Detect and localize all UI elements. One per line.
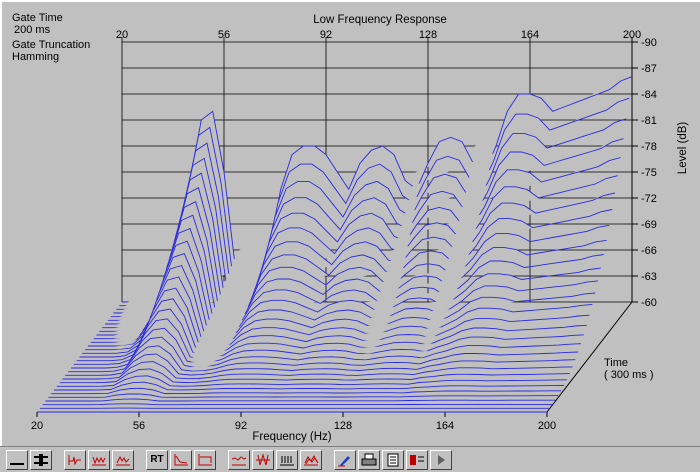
rt-label: RT bbox=[150, 454, 164, 465]
y-tick-label: -63 bbox=[641, 271, 657, 283]
frequency-button[interactable] bbox=[228, 449, 250, 470]
schroeder-icon bbox=[198, 453, 212, 465]
x-axis-label: Frequency (Hz) bbox=[252, 431, 331, 443]
waterfall-chart: Gate Time 200 ms Gate Truncation Hamming… bbox=[12, 12, 689, 443]
schroeder-button[interactable] bbox=[194, 449, 216, 470]
waterfall-slice bbox=[99, 224, 610, 332]
print-button[interactable] bbox=[358, 449, 380, 470]
waterfall-slice bbox=[93, 253, 604, 340]
chart-labels: Gate Time 200 ms Gate Truncation Hamming… bbox=[12, 12, 689, 443]
waterfall-slice bbox=[73, 327, 584, 365]
split-icon bbox=[34, 453, 48, 466]
frequency-icon bbox=[231, 455, 247, 465]
y-tick-label: -60 bbox=[641, 297, 657, 309]
gate-truncation-value: Hamming bbox=[12, 51, 59, 63]
waterfall-slice bbox=[90, 264, 601, 343]
y-tick-label: -81 bbox=[641, 115, 657, 127]
waterfall-slice bbox=[85, 287, 596, 351]
chart-title: Low Frequency Response bbox=[313, 14, 447, 26]
waterfall-icon bbox=[304, 454, 319, 465]
waterfall-slice bbox=[116, 118, 627, 310]
x-tick-label: 20 bbox=[31, 420, 43, 432]
x-tick-label: 164 bbox=[436, 420, 454, 432]
phase-button[interactable] bbox=[252, 449, 274, 470]
play-button[interactable] bbox=[430, 449, 452, 470]
waterfall-slice bbox=[42, 403, 553, 406]
waterfall-plot-area: Gate Time 200 ms Gate Truncation Hamming… bbox=[0, 0, 700, 446]
document-icon bbox=[387, 453, 399, 466]
document-button[interactable] bbox=[382, 449, 404, 470]
waterfall-slice bbox=[51, 387, 562, 395]
decay-icon bbox=[174, 453, 188, 465]
waterfall-slice bbox=[48, 393, 559, 398]
gate-time-value: 200 ms bbox=[14, 24, 51, 36]
impulse-icon bbox=[68, 454, 81, 466]
waterfall-slice bbox=[96, 239, 607, 336]
waterfall-slice bbox=[88, 276, 599, 347]
y-tick-label: -75 bbox=[641, 167, 657, 179]
overlay-button[interactable] bbox=[406, 449, 428, 470]
waterfall-slice bbox=[59, 368, 570, 384]
x-tick-label-top: 200 bbox=[623, 29, 641, 41]
phase-icon bbox=[256, 452, 270, 465]
y-tick-label: -84 bbox=[641, 89, 657, 101]
waterfall-slice bbox=[45, 398, 556, 402]
layout-button[interactable] bbox=[6, 449, 28, 470]
step-response-button[interactable] bbox=[112, 449, 134, 470]
waterfall-slice bbox=[82, 298, 593, 354]
play-icon bbox=[438, 454, 445, 465]
toolbar: RT bbox=[0, 446, 700, 472]
x-tick-label-top: 20 bbox=[116, 29, 128, 41]
waterfall-slice bbox=[107, 175, 618, 321]
waterfall-slice bbox=[71, 336, 582, 369]
group-delay-icon bbox=[280, 455, 294, 465]
step-response-icon bbox=[116, 455, 130, 465]
impulse-button[interactable] bbox=[64, 449, 86, 470]
gate-truncation-label: Gate Truncation bbox=[12, 39, 90, 51]
time-axis-label: Time bbox=[604, 357, 628, 369]
x-tick-label-top: 164 bbox=[521, 29, 539, 41]
waterfall-slice bbox=[68, 345, 579, 373]
printer-icon bbox=[361, 453, 377, 465]
energy-time-icon bbox=[92, 456, 106, 465]
split-button[interactable] bbox=[30, 449, 52, 470]
waterfall-slice bbox=[76, 318, 587, 362]
y-tick-label: -72 bbox=[641, 193, 657, 205]
waterfall-slice bbox=[79, 308, 590, 358]
waterfall-slice bbox=[54, 381, 565, 391]
gate-time-label: Gate Time bbox=[12, 12, 63, 24]
x-tick-label-top: 56 bbox=[218, 29, 230, 41]
y-axis-label: Level (dB) bbox=[677, 122, 689, 175]
time-axis-line bbox=[546, 301, 633, 413]
y-tick-label: -87 bbox=[641, 63, 657, 75]
y-tick-label: -69 bbox=[641, 219, 657, 231]
waterfall-button[interactable] bbox=[300, 449, 322, 470]
x-tick-label-top: 92 bbox=[320, 29, 332, 41]
chart-ticks: -90 -87 -84 -81 -78 -75 -72 -69 -66 -63 -60 20 56 92 1… bbox=[31, 29, 657, 432]
waterfall-slice bbox=[62, 361, 573, 380]
waterfall-slice bbox=[56, 375, 567, 387]
x-tick-label: 92 bbox=[235, 420, 247, 432]
group-delay-button[interactable] bbox=[276, 449, 298, 470]
layout-icon bbox=[10, 462, 24, 465]
pencil-icon bbox=[338, 455, 350, 466]
overlay-icon bbox=[410, 454, 424, 465]
rt-button[interactable]: RT bbox=[146, 449, 168, 470]
energy-time-button[interactable] bbox=[88, 449, 110, 470]
y-tick-label: -90 bbox=[641, 37, 657, 49]
time-axis-value: ( 300 ms ) bbox=[604, 369, 654, 381]
y-tick-label: -66 bbox=[641, 245, 657, 257]
waterfall-slices bbox=[37, 76, 633, 413]
waterfall-slice bbox=[65, 353, 576, 376]
edit-button[interactable] bbox=[334, 449, 356, 470]
x-tick-label: 128 bbox=[334, 420, 352, 432]
x-tick-label: 56 bbox=[133, 420, 145, 432]
x-tick-label: 200 bbox=[538, 420, 556, 432]
decay-button[interactable] bbox=[170, 449, 192, 470]
x-tick-label-top: 128 bbox=[419, 29, 437, 41]
y-tick-label: -78 bbox=[641, 141, 657, 153]
